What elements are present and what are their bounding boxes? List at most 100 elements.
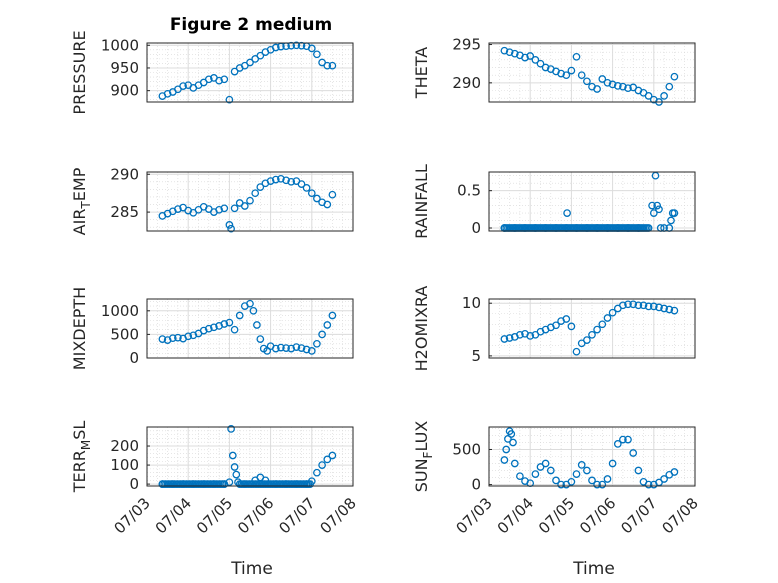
data-point bbox=[577, 461, 586, 469]
data-point bbox=[655, 303, 663, 312]
data-point bbox=[665, 82, 674, 91]
data-point bbox=[563, 209, 571, 217]
data-point bbox=[204, 324, 213, 333]
data-point bbox=[536, 59, 545, 68]
data-point bbox=[639, 301, 648, 310]
data-point bbox=[655, 205, 663, 214]
y-axis-label: THETA bbox=[412, 47, 431, 99]
data-point bbox=[215, 205, 223, 214]
chart-title: Figure 2 medium bbox=[170, 15, 332, 35]
data-point bbox=[608, 308, 617, 317]
data-point bbox=[567, 322, 576, 331]
data-point bbox=[323, 200, 332, 209]
data-point bbox=[629, 449, 638, 457]
data-point bbox=[603, 475, 612, 483]
data-point bbox=[598, 75, 607, 83]
data-point bbox=[619, 435, 627, 444]
data-point bbox=[297, 344, 306, 352]
y-tick-label: 500 bbox=[452, 440, 481, 458]
data-point bbox=[306, 480, 314, 488]
data-point bbox=[323, 321, 332, 329]
y-tick-label: 10 bbox=[462, 294, 481, 312]
data-point bbox=[307, 44, 316, 53]
data-point bbox=[509, 438, 517, 447]
data-point bbox=[593, 480, 601, 489]
data-point bbox=[557, 480, 565, 489]
subplot-sun-flux: 0 500 SUNFLUX 07/0307/0407/0507/0607/0707/0… bbox=[412, 421, 702, 538]
y-tick-label: 200 bbox=[110, 437, 139, 455]
axes-box bbox=[146, 42, 354, 103]
data-point bbox=[516, 472, 524, 481]
axes-box bbox=[488, 171, 696, 232]
data-point bbox=[624, 300, 632, 309]
data-point bbox=[624, 84, 632, 93]
data-point bbox=[313, 339, 321, 348]
data-point bbox=[670, 306, 679, 315]
data-point bbox=[277, 343, 285, 352]
data-point bbox=[660, 304, 668, 313]
data-point bbox=[660, 475, 668, 483]
data-point bbox=[516, 330, 524, 339]
data-point bbox=[629, 300, 638, 309]
data-point bbox=[220, 320, 229, 328]
data-point bbox=[500, 335, 509, 343]
x-tick-label: 07/03 bbox=[111, 494, 154, 537]
data-point bbox=[608, 80, 617, 89]
data-point bbox=[230, 67, 239, 76]
data-point bbox=[603, 314, 612, 322]
x-tick-label: 07/04 bbox=[152, 494, 195, 537]
data-point bbox=[593, 325, 601, 334]
data-point bbox=[168, 334, 177, 343]
data-point bbox=[256, 183, 265, 191]
data-point bbox=[510, 459, 519, 468]
data-point bbox=[608, 459, 617, 468]
data-point bbox=[174, 205, 182, 213]
y-tick-label: 0 bbox=[471, 476, 481, 494]
data-point bbox=[328, 451, 337, 460]
data-point bbox=[163, 89, 172, 98]
y-axis-label: AIRTEMP bbox=[70, 167, 93, 235]
data-point bbox=[634, 301, 643, 310]
y-tick-label: 1000 bbox=[101, 302, 139, 320]
data-point bbox=[500, 46, 509, 55]
y-tick-label: 0 bbox=[129, 349, 139, 367]
axes-box bbox=[488, 42, 696, 103]
data-point bbox=[220, 75, 229, 84]
data-point bbox=[500, 456, 509, 464]
data-point bbox=[526, 332, 535, 340]
data-point bbox=[246, 196, 254, 205]
data-point bbox=[624, 435, 632, 444]
data-point bbox=[577, 71, 586, 80]
data-point bbox=[619, 82, 627, 91]
data-point bbox=[644, 92, 653, 100]
x-axis-label-right: Time bbox=[572, 559, 615, 579]
data-point bbox=[649, 302, 658, 311]
data-point bbox=[613, 82, 622, 90]
y-tick-label: 1000 bbox=[101, 36, 139, 54]
data-point bbox=[230, 325, 239, 334]
data-point bbox=[670, 209, 679, 217]
data-point bbox=[256, 335, 265, 343]
x-tick-label: 07/06 bbox=[234, 494, 277, 537]
data-point bbox=[251, 189, 260, 198]
x-tick-label: 07/04 bbox=[494, 494, 537, 537]
data-point bbox=[572, 470, 581, 478]
y-axis-label: PRESSURE bbox=[70, 30, 89, 114]
data-point bbox=[215, 76, 223, 85]
data-point bbox=[307, 347, 316, 355]
data-point bbox=[634, 466, 643, 475]
data-point bbox=[225, 95, 234, 104]
y-tick-label: 100 bbox=[110, 456, 139, 474]
data-point bbox=[572, 347, 581, 356]
data-point bbox=[253, 321, 261, 329]
x-tick-label: 07/07 bbox=[617, 494, 660, 537]
data-point bbox=[562, 315, 571, 323]
data-point bbox=[225, 221, 234, 229]
data-point bbox=[271, 344, 280, 353]
data-point bbox=[583, 466, 591, 475]
y-axis-label: H2OMIXRA bbox=[412, 286, 431, 372]
y-tick-label: 950 bbox=[110, 59, 139, 77]
data-point bbox=[531, 56, 540, 64]
x-tick-label: 07/06 bbox=[576, 494, 619, 537]
data-point bbox=[328, 311, 337, 320]
